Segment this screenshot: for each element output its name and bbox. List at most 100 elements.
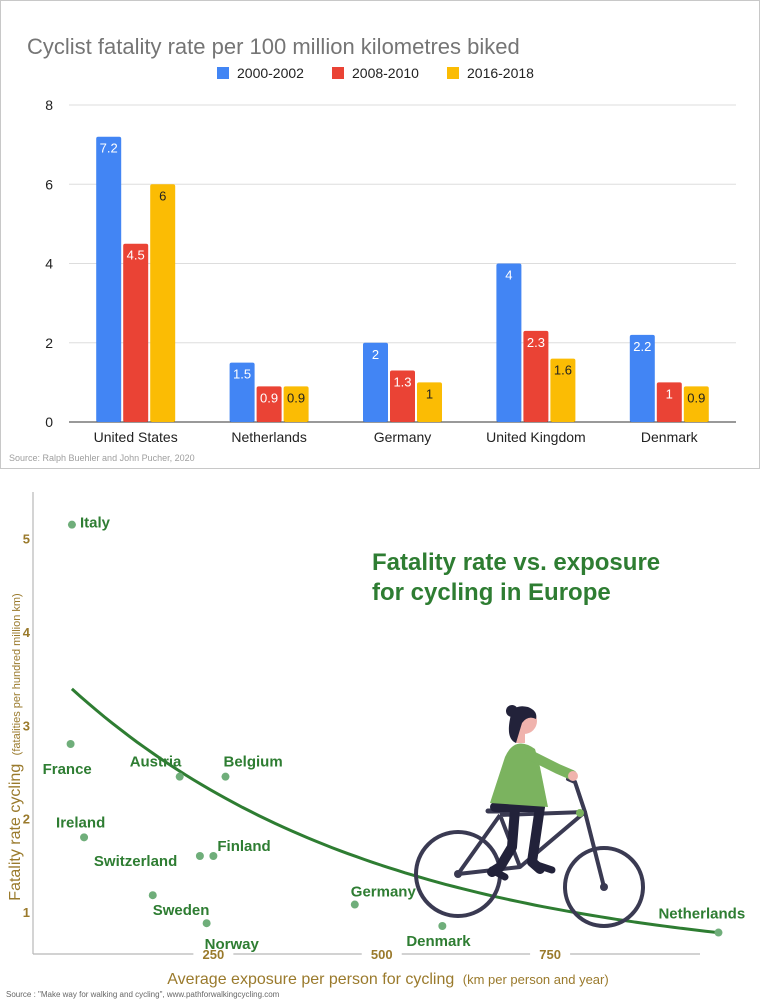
front-wheel (563, 846, 645, 928)
scatter-point-austria (175, 772, 184, 781)
svg-text:Average exposure per person fo: Average exposure per person for cycling … (167, 971, 608, 988)
rider-hand (568, 771, 578, 781)
scatter-title-line-2: for cycling in Europe (372, 579, 611, 606)
legend-swatch-2000-2002 (217, 67, 229, 79)
scatter-point-label-denmark: Denmark (406, 933, 471, 950)
legend-swatch-2016-2018 (447, 67, 459, 79)
scatter-y-tick-label: 4 (23, 625, 31, 640)
bar-value-label: 7.2 (100, 141, 118, 156)
legend-label-2016-2018: 2016-2018 (467, 65, 534, 81)
scatter-source: Source : "Make way for walking and cycli… (6, 990, 280, 999)
bar-denmark-2000-2002 (629, 334, 655, 422)
x-axis-label-main: Average exposure per person for cycling (167, 971, 454, 988)
rider-torso (490, 743, 548, 807)
bar-united-kingdom-2016-2018 (550, 358, 576, 422)
scatter-point-label-austria: Austria (130, 754, 182, 771)
bar-chart-title: Cyclist fatality rate per 100 million ki… (27, 34, 520, 59)
bar-x-tick-label-united-states: United States (94, 429, 178, 445)
x-axis-label-sub: (km per person and year) (463, 972, 609, 987)
rider-arm (525, 750, 577, 780)
scatter-y-tick-label: 3 (23, 718, 30, 733)
scatter-x-tick-bg (193, 946, 234, 962)
scatter-point-ireland (80, 833, 89, 842)
scatter-trend-line (70, 687, 722, 935)
bar-value-label: 2.2 (633, 339, 651, 354)
bar-value-label: 1.3 (393, 374, 411, 389)
bike-light (576, 809, 584, 817)
scatter-point-belgium (221, 772, 230, 781)
scatter-x-tick-bg (530, 946, 571, 962)
scatter-point-label-norway: Norway (205, 936, 260, 953)
bar-germany-2000-2002 (363, 342, 388, 422)
bar-netherlands-2008-2010 (256, 386, 282, 422)
bar-value-label: 0.9 (260, 390, 278, 405)
bar-value-label: 0.9 (687, 390, 705, 405)
scatter-point-switzerland (195, 852, 204, 860)
bar-netherlands-2016-2018 (283, 386, 309, 422)
cyclist-illustration (414, 705, 645, 928)
rider-shoe-front (530, 860, 556, 874)
bar-united-kingdom-2008-2010 (523, 330, 549, 422)
scatter-point-label-france: France (43, 761, 92, 778)
rider-bun (506, 705, 518, 717)
scatter-point-france (66, 740, 75, 748)
bar-united-states-2008-2010 (123, 243, 149, 422)
legend-swatch-2008-2010 (332, 67, 344, 79)
bar-netherlands-2000-2002 (229, 362, 255, 422)
scatter-point-netherlands (714, 928, 723, 937)
scatter-x-axis-label: Average exposure per person for cycling … (167, 971, 608, 988)
scatter-x-tick-label: 750 (539, 947, 561, 962)
bar-value-label: 2 (372, 347, 379, 362)
scatter-x-tick-label: 500 (371, 947, 393, 962)
bar-chart-source: Source: Ralph Buehler and John Pucher, 2… (9, 453, 195, 463)
bar-x-tick-label-denmark: Denmark (641, 429, 699, 445)
legend-label-2008-2010: 2008-2010 (352, 65, 419, 81)
scatter-point-label-italy: Italy (80, 515, 111, 532)
rider-neck (516, 731, 525, 743)
scatter-x-tick-label: 250 (203, 947, 225, 962)
legend-label-2000-2002: 2000-2002 (237, 65, 304, 81)
bar-value-label: 1.5 (233, 367, 251, 382)
bar-denmark-2016-2018 (683, 386, 709, 422)
bar-y-tick-label: 0 (45, 414, 53, 430)
bar-x-tick-label-germany: Germany (374, 429, 432, 445)
bar-y-tick-label: 2 (45, 335, 53, 351)
rider-shoe-back (488, 866, 509, 881)
bar-united-kingdom-2000-2002 (496, 263, 522, 422)
bar-y-tick-label: 8 (45, 97, 53, 113)
bar-value-label: 1 (666, 386, 673, 401)
bar-germany-2008-2010 (390, 370, 415, 422)
scatter-point-label-belgium: Belgium (223, 754, 282, 771)
scatter-point-label-ireland: Ireland (56, 814, 105, 831)
bar-x-tick-label-united-kingdom: United Kingdom (486, 429, 586, 445)
bar-x-tick-label-netherlands: Netherlands (231, 429, 307, 445)
bar-chart-panel: Cyclist fatality rate per 100 million ki… (0, 0, 760, 469)
bar-value-label: 4.5 (127, 248, 145, 263)
scatter-point-label-switzerland: Switzerland (94, 853, 177, 870)
bar-denmark-2008-2010 (656, 382, 682, 422)
scatter-point-denmark (438, 922, 447, 930)
bar-value-label: 0.9 (287, 390, 305, 405)
svg-text:Fatality rate cycling (f: Fatality rate cycling (fatalities per hu… (7, 593, 24, 900)
bar-value-label: 4 (505, 268, 512, 283)
scatter-title-line-1: Fatality rate vs. exposure (372, 549, 660, 576)
y-axis-label-main: Fatality rate cycling (7, 764, 24, 901)
bar-y-tick-label: 4 (45, 256, 53, 272)
bar-value-label: 2.3 (527, 335, 545, 350)
bike-handlebar (566, 777, 587, 814)
scatter-point-label-finland: Finland (217, 838, 270, 855)
bar-value-label: 1 (426, 386, 433, 401)
bar-y-tick-label: 6 (45, 176, 53, 192)
scatter-point-germany (350, 900, 359, 909)
scatter-point-sweden (148, 891, 157, 900)
bar-united-states-2016-2018 (150, 184, 176, 422)
bar-germany-2016-2018 (417, 382, 442, 422)
scatter-y-tick-label: 1 (23, 905, 30, 920)
y-axis-label-sub: (fatalities per hundred million km) (11, 593, 23, 755)
scatter-point-label-sweden: Sweden (153, 902, 210, 919)
scatter-point-label-netherlands: Netherlands (658, 906, 745, 923)
scatter-y-axis-label: Fatality rate cycling (fatalities per hu… (7, 593, 24, 900)
scatter-x-tick-bg (361, 946, 402, 962)
bar-value-label: 1.6 (554, 363, 572, 378)
scatter-chart: Fatality rate vs. exposure for cycling i… (6, 492, 745, 999)
